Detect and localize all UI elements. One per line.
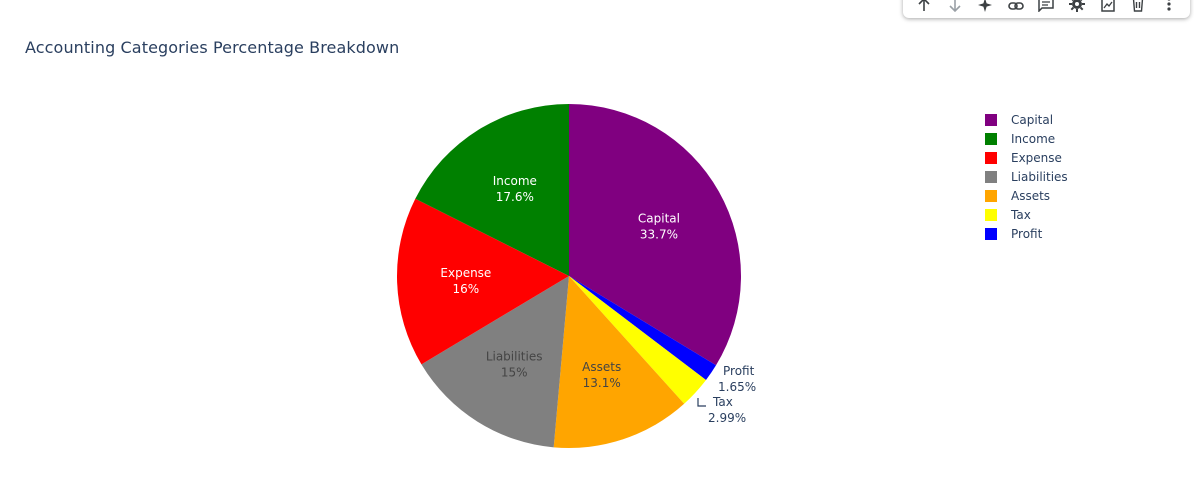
legend-swatch [985, 227, 997, 240]
slice-label-profit: Profit [723, 364, 755, 378]
slice-label-expense: Expense [440, 266, 491, 280]
slice-percent-profit: 1.65% [718, 380, 756, 394]
legend-label: Income [1011, 131, 1056, 146]
pie-slice-profit[interactable] [569, 276, 717, 381]
legend-label: Profit [1011, 226, 1043, 241]
arrow-up-icon[interactable] [913, 0, 935, 14]
legend-item-profit[interactable]: Profit [985, 224, 1068, 243]
pie-labels: Capital 33.7% Profit 1.65%Tax 2.99% Assets 13.… [440, 174, 756, 425]
legend-item-income[interactable]: Income [985, 129, 1068, 148]
legend-swatch [985, 189, 997, 202]
pie-slice-assets[interactable] [553, 276, 685, 448]
slice-percent-expense: 16% [453, 282, 480, 296]
slice-percent-liabilities: 15% [501, 365, 528, 379]
slice-label-income: Income [493, 174, 537, 188]
legend-swatch [985, 208, 997, 221]
slice-label-capital: Capital [638, 211, 680, 225]
legend-label: Capital [1011, 112, 1054, 127]
chart-title: Accounting Categories Percentage Breakdo… [25, 38, 400, 57]
gear-icon[interactable] [1066, 0, 1088, 14]
legend-item-assets[interactable]: Assets [985, 186, 1068, 205]
slice-percent-income: 17.6% [496, 190, 534, 204]
pie-leader-lines [697, 398, 706, 407]
slice-percent-tax: 2.99% [708, 411, 746, 425]
trash-icon[interactable] [1127, 0, 1149, 14]
slice-percent-capital: 33.7% [640, 227, 678, 241]
pie-slice-tax[interactable] [569, 276, 706, 404]
legend-item-expense[interactable]: Expense [985, 148, 1068, 167]
legend-swatch [985, 113, 997, 126]
sparkle-icon[interactable] [974, 0, 996, 14]
more-vertical-icon[interactable] [1158, 0, 1180, 14]
pie-slice-income[interactable] [415, 104, 569, 276]
legend-swatch [985, 151, 997, 164]
legend-label: Tax [1011, 207, 1031, 222]
chart-legend: Capital Income Expense Liabilities Assets Tax… [985, 110, 1068, 243]
legend-swatch [985, 170, 997, 183]
legend-label: Liabilities [1011, 169, 1068, 184]
pie-slice-expense[interactable] [397, 198, 569, 365]
slice-label-assets: Assets [582, 360, 621, 374]
pie-slice-capital[interactable] [569, 104, 741, 366]
legend-label: Expense [1011, 150, 1062, 165]
legend-item-tax[interactable]: Tax [985, 205, 1068, 224]
image-icon[interactable] [1097, 0, 1119, 14]
legend-item-liabilities[interactable]: Liabilities [985, 167, 1068, 186]
pie-slice-liabilities[interactable] [421, 276, 569, 448]
leader-line-tax [697, 398, 706, 407]
legend-label: Assets [1011, 188, 1051, 203]
slice-label-tax: Tax [712, 395, 733, 409]
comment-icon[interactable] [1035, 0, 1057, 14]
arrow-down-icon[interactable] [944, 0, 966, 14]
legend-item-capital[interactable]: Capital [985, 110, 1068, 129]
pie-slices [397, 104, 741, 448]
slice-label-liabilities: Liabilities [486, 349, 543, 363]
chart-toolbar [903, 0, 1190, 18]
link-icon[interactable] [1005, 0, 1027, 14]
legend-swatch [985, 132, 997, 145]
slice-percent-assets: 13.1% [583, 376, 621, 390]
